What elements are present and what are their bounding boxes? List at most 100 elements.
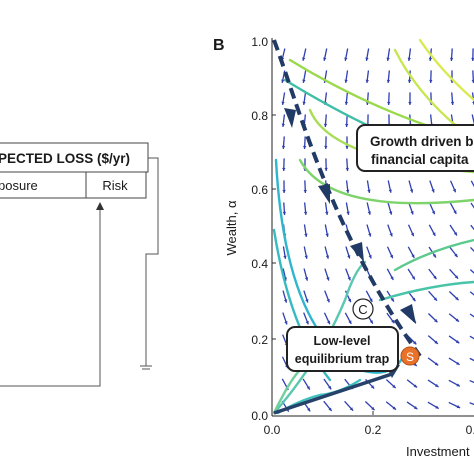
field-arrowhead	[388, 189, 392, 193]
field-arrowhead	[435, 405, 439, 409]
field-arrowhead	[413, 362, 417, 366]
field-arrow	[470, 224, 474, 231]
field-arrowhead	[413, 405, 418, 410]
field-arrowhead	[345, 145, 349, 149]
field-arrowhead	[449, 57, 454, 61]
y-tick-0.4: 0.4	[251, 257, 268, 271]
field-arrowhead	[369, 320, 373, 324]
field-arrowhead	[307, 407, 311, 412]
field-arrowhead	[453, 232, 457, 236]
field-arrow	[469, 291, 474, 296]
field-arrow	[470, 180, 474, 188]
field-arrowhead	[344, 79, 348, 83]
growth-callout-line-2: financial capita	[371, 152, 469, 167]
field-arrowhead	[324, 145, 328, 149]
left-panel: PECTED LOSS ($/yr) posure Risk	[0, 142, 159, 387]
marker-c-label: C	[358, 302, 367, 317]
marker-s-dot	[400, 346, 420, 366]
field-arrowhead	[455, 296, 459, 301]
field-arrowhead	[304, 233, 308, 237]
field-arrowhead	[471, 79, 474, 83]
x-tick-0.4: 0.4	[466, 423, 474, 437]
risk-connector-line	[0, 206, 101, 387]
field-arrowhead	[328, 385, 332, 390]
field-arrow	[469, 313, 474, 318]
field-arrowhead	[471, 57, 474, 61]
field-arrowhead	[432, 232, 436, 236]
separatrix-arrowhead-1	[284, 108, 296, 128]
solid-path-to-s	[273, 372, 393, 415]
field-arrowhead	[434, 318, 438, 323]
field-arrowhead	[282, 167, 286, 171]
field-arrowhead	[392, 384, 396, 389]
trajectory-6	[378, 280, 474, 302]
field-arrowhead	[323, 123, 328, 127]
field-arrowhead	[283, 255, 287, 259]
field-arrowhead	[407, 79, 412, 83]
field-arrowhead	[368, 233, 372, 237]
field-arrowhead	[325, 255, 330, 259]
field-arrowhead	[346, 189, 350, 193]
field-arrowhead	[435, 383, 439, 387]
field-arrow	[469, 402, 474, 406]
field-arrowhead	[281, 123, 285, 127]
field-arrow	[469, 379, 474, 384]
field-arrowhead	[282, 189, 286, 193]
field-arrowhead	[281, 101, 285, 105]
field-arrowhead	[386, 79, 391, 83]
panel-label: B	[213, 37, 225, 54]
y-tick-0.0: 0.0	[251, 409, 268, 423]
field-arrowhead	[302, 57, 306, 61]
exposure-cell	[0, 171, 147, 199]
field-arrowhead	[323, 57, 327, 61]
right-panel: B Wealth, α 1.0 0.8 0.6 0.4 0.2 0.0 0.0 …	[213, 35, 474, 459]
trajectory-5	[393, 238, 474, 272]
field-arrowhead	[386, 57, 390, 61]
field-arrowhead	[345, 167, 350, 171]
field-arrowhead	[281, 145, 286, 149]
field-arrowhead	[347, 276, 351, 281]
field-arrowhead	[346, 211, 350, 215]
exposure-cell-label: posure	[0, 178, 38, 193]
y-tick-0.2: 0.2	[251, 333, 268, 347]
field-arrowhead	[455, 340, 460, 344]
field-arrowhead	[456, 405, 461, 409]
field-arrowhead	[412, 341, 417, 345]
field-arrowhead	[389, 232, 393, 237]
field-arrowhead	[305, 299, 309, 303]
field-arrowhead	[429, 79, 433, 83]
marker-c-circle	[352, 298, 374, 320]
field-arrowhead	[453, 210, 457, 214]
field-arrowhead	[433, 297, 437, 301]
field-arrowhead	[302, 101, 306, 105]
field-arrowhead	[371, 406, 375, 411]
expected-loss-header: PECTED LOSS ($/yr)	[0, 151, 130, 166]
field-arrowhead	[303, 145, 307, 149]
field-arrowhead	[433, 275, 437, 280]
field-arrowhead	[345, 123, 349, 127]
x-tick-0.0: 0.0	[264, 423, 281, 437]
field-arrowhead	[454, 253, 458, 258]
separatrix-arrowhead-2	[318, 184, 330, 204]
field-arrowhead	[326, 277, 330, 281]
field-arrowhead	[325, 233, 329, 237]
field-arrowhead	[370, 385, 375, 389]
field-arrowhead	[367, 211, 371, 215]
field-arrowhead	[306, 386, 310, 390]
field-arrow	[469, 269, 474, 274]
field-arrowhead	[410, 211, 414, 215]
field-arrowhead	[432, 254, 436, 258]
field-arrowhead	[349, 407, 354, 411]
field-arrowhead	[408, 101, 412, 105]
field-arrowhead	[304, 277, 309, 281]
field-arrowhead	[389, 211, 393, 215]
field-arrowhead	[390, 276, 394, 280]
field-arrowhead	[368, 254, 372, 259]
growth-callout-line-1: Growth driven b	[370, 134, 474, 149]
field-arrowhead	[282, 211, 287, 215]
field-arrowhead	[284, 321, 288, 325]
x-tick-0.2: 0.2	[365, 423, 382, 437]
field-arrowhead	[348, 320, 352, 324]
trajectory-11	[273, 260, 367, 414]
ground-connector-line	[145, 157, 159, 366]
